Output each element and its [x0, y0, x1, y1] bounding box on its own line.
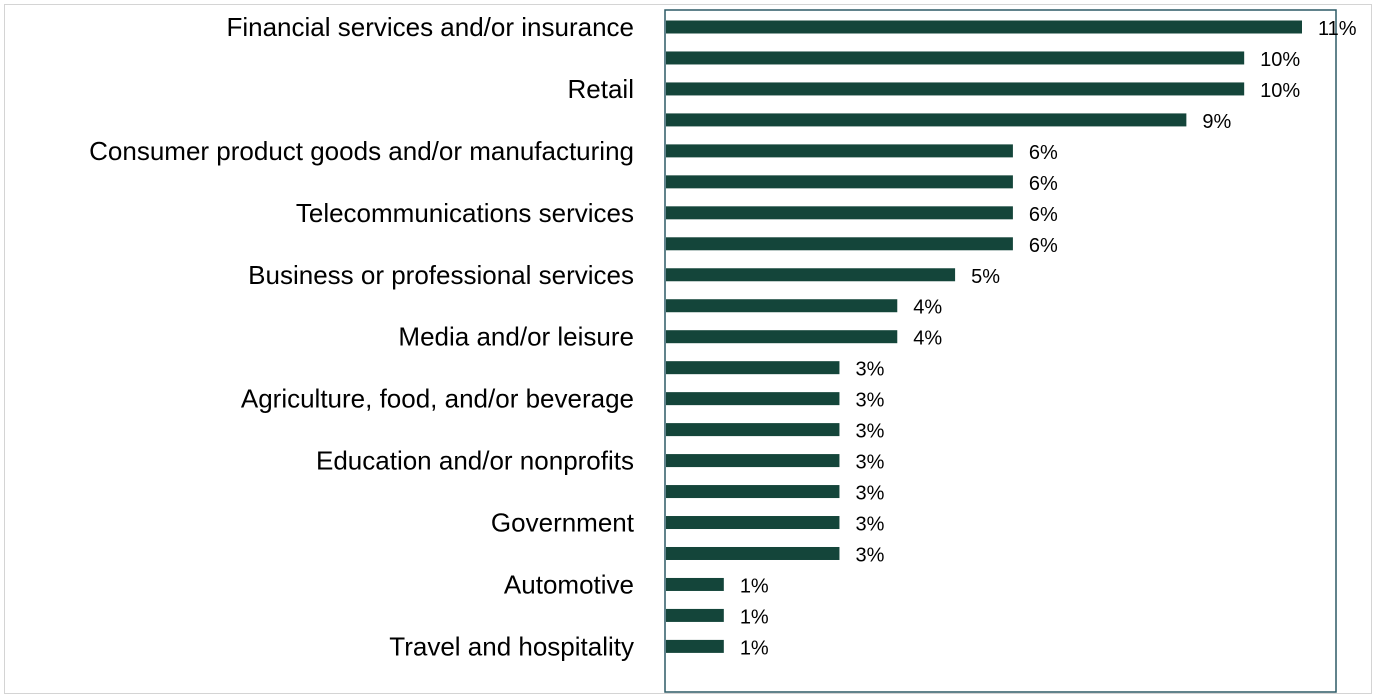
bar-7 — [666, 237, 1013, 251]
category-label-6: Telecommunications services — [296, 198, 634, 228]
category-label-14: Education and/or nonprofits — [316, 446, 634, 476]
value-label-10: 4% — [913, 328, 942, 350]
value-label-19: 1% — [740, 606, 769, 628]
value-label-12: 3% — [855, 390, 884, 412]
category-label-8: Business or professional services — [248, 260, 634, 290]
category-label-2: Retail — [568, 74, 634, 104]
value-label-20: 1% — [740, 637, 769, 659]
value-label-4: 6% — [1029, 142, 1058, 164]
bar-6 — [666, 206, 1013, 220]
bar-17 — [666, 546, 840, 560]
value-label-1: 10% — [1260, 49, 1300, 71]
category-label-16: Government — [491, 508, 635, 538]
category-label-20: Travel and hospitality — [389, 631, 634, 661]
value-label-18: 1% — [740, 575, 769, 597]
value-label-14: 3% — [855, 452, 884, 474]
bar-8 — [666, 268, 956, 282]
bar-3 — [666, 113, 1187, 127]
value-label-16: 3% — [855, 514, 884, 536]
bar-10 — [666, 330, 898, 344]
bar-4 — [666, 144, 1013, 158]
category-label-18: Automotive — [504, 569, 634, 599]
bar-9 — [666, 299, 898, 313]
bar-15 — [666, 485, 840, 499]
value-label-7: 6% — [1029, 235, 1058, 257]
value-label-0: 11% — [1318, 18, 1357, 40]
value-label-2: 10% — [1260, 80, 1300, 102]
plot-area — [664, 9, 1337, 693]
bar-1 — [666, 51, 1245, 65]
bar-0 — [666, 20, 1302, 34]
value-label-15: 3% — [855, 483, 884, 505]
bar-14 — [666, 454, 840, 468]
value-label-5: 6% — [1029, 173, 1058, 195]
value-label-3: 9% — [1202, 111, 1231, 133]
value-label-6: 6% — [1029, 204, 1058, 226]
chart-frame — [4, 4, 1372, 694]
category-label-12: Agriculture, food, and/or beverage — [241, 384, 634, 414]
bar-13 — [666, 423, 840, 437]
value-label-13: 3% — [855, 421, 884, 443]
value-label-11: 3% — [855, 359, 884, 381]
bar-12 — [666, 392, 840, 406]
bar-5 — [666, 175, 1013, 189]
category-label-10: Media and/or leisure — [398, 322, 634, 352]
bars-group — [666, 20, 1302, 653]
category-labels-group: Financial services and/or insurance Retai… — [89, 12, 635, 661]
bar-20 — [666, 639, 724, 653]
value-labels-group: 11% 10% 10% 9% 6% 6% 6% 6% 5% 4% 4% 3% 3% 3% 3% 3% 3% 3% 1… — [740, 18, 1357, 659]
bar-2 — [666, 82, 1245, 96]
bar-19 — [666, 608, 724, 622]
value-label-9: 4% — [913, 297, 942, 319]
value-label-8: 5% — [971, 266, 1000, 288]
category-label-4: Consumer product goods and/or manufactur… — [89, 136, 634, 166]
bar-18 — [666, 577, 724, 591]
bar-11 — [666, 361, 840, 375]
value-label-17: 3% — [855, 544, 884, 566]
bar-16 — [666, 516, 840, 530]
category-label-0: Financial services and/or insurance — [226, 12, 634, 42]
